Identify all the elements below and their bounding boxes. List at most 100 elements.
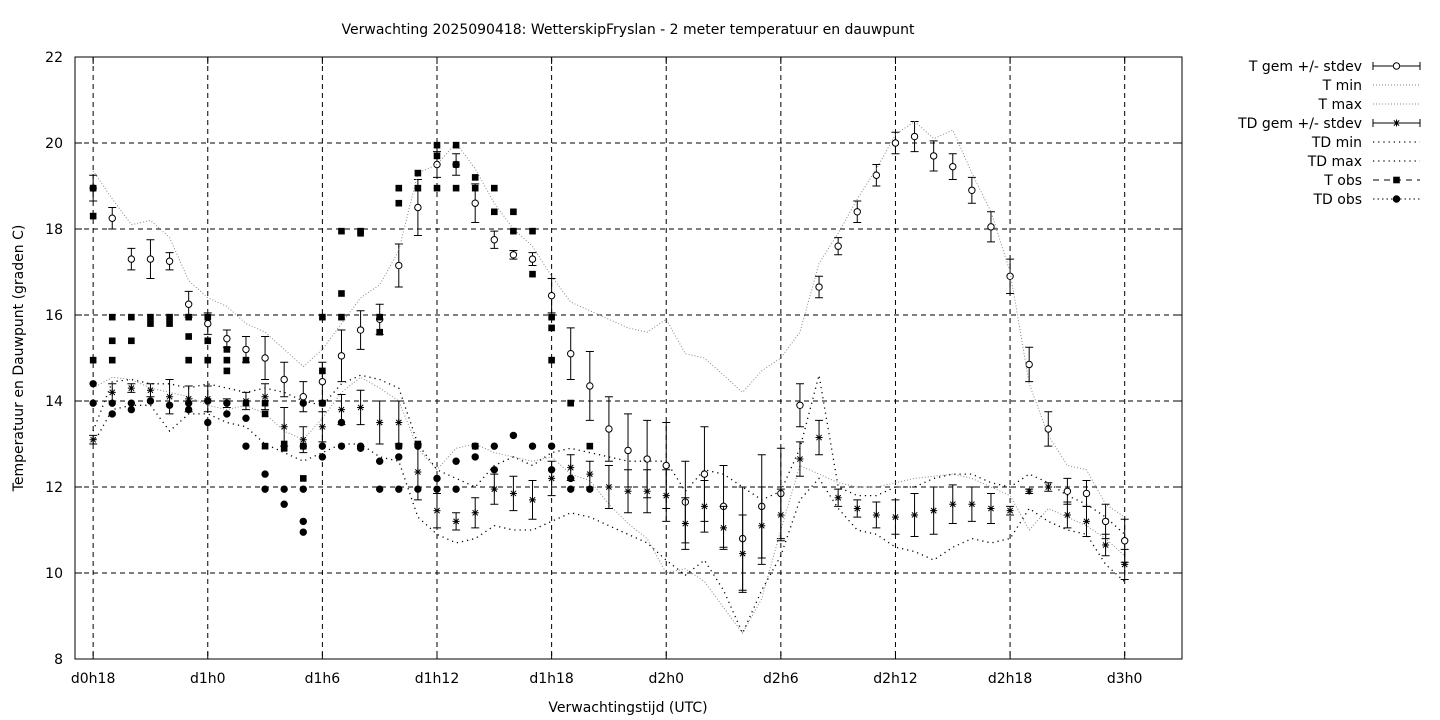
legend-item: T obs	[1323, 173, 1420, 189]
data-point	[299, 475, 307, 482]
legend-label: T min	[1322, 78, 1362, 94]
data-point	[949, 162, 957, 171]
data-point	[357, 403, 365, 411]
x-tick-label: d2h6	[763, 671, 799, 687]
data-point	[414, 203, 422, 212]
data-point	[1392, 62, 1401, 70]
legend-label: TD min	[1311, 135, 1362, 151]
data-point	[356, 442, 365, 450]
data-point	[280, 440, 288, 448]
y-tick-label: 18	[45, 222, 63, 238]
data-point	[1025, 360, 1033, 369]
data-point	[567, 485, 575, 493]
legend-label: T max	[1317, 97, 1362, 113]
data-point	[376, 328, 383, 336]
legend-label: TD gem +/- stdev	[1237, 116, 1362, 132]
data-point	[586, 470, 594, 478]
series-5	[92, 374, 1126, 535]
data-point	[433, 485, 441, 493]
data-point	[166, 320, 173, 327]
legend-item: T min	[1322, 78, 1420, 94]
data-point	[452, 517, 460, 525]
data-point	[299, 436, 307, 444]
data-point	[242, 356, 250, 364]
data-point	[280, 375, 288, 384]
data-point	[127, 405, 136, 414]
x-tick-label: d1h6	[305, 671, 341, 687]
data-point	[185, 395, 193, 403]
data-point	[1006, 507, 1014, 515]
data-point	[567, 474, 575, 483]
data-point	[452, 161, 460, 168]
data-point	[204, 337, 212, 345]
data-point	[108, 214, 116, 222]
data-point	[510, 208, 517, 216]
data-point	[204, 319, 212, 328]
x-tick-label: d2h18	[988, 671, 1032, 687]
data-point	[108, 410, 116, 418]
data-point	[242, 442, 250, 450]
legend-item: TD max	[1307, 154, 1420, 170]
x-tick-label: d2h0	[648, 671, 684, 687]
data-point	[1082, 517, 1090, 525]
data-point	[452, 184, 460, 192]
data-point	[509, 251, 518, 259]
series-6	[89, 141, 594, 482]
series-3	[89, 379, 1129, 593]
data-point	[968, 500, 976, 508]
data-point	[166, 393, 174, 401]
data-point	[490, 236, 499, 244]
data-point	[414, 169, 422, 177]
data-point	[548, 324, 555, 332]
data-point	[586, 382, 594, 390]
data-point	[204, 418, 212, 427]
data-point	[910, 132, 919, 141]
data-point	[318, 399, 327, 407]
data-point	[529, 270, 536, 278]
data-point	[280, 445, 288, 452]
chart-title: Verwachting 2025090418: WetterskipFrysla…	[342, 22, 915, 38]
data-point	[471, 184, 479, 192]
data-point	[1006, 272, 1014, 280]
data-point	[108, 388, 116, 396]
data-point	[624, 446, 632, 455]
x-tick-label: d1h0	[190, 671, 226, 687]
data-point	[891, 139, 900, 147]
data-point	[184, 405, 193, 414]
data-point	[261, 442, 269, 450]
data-point	[337, 352, 346, 360]
y-tick-label: 10	[45, 566, 63, 582]
data-point	[853, 208, 861, 216]
data-point	[547, 291, 556, 300]
data-point	[395, 485, 403, 493]
data-point	[338, 227, 345, 235]
data-point	[185, 356, 192, 364]
data-point	[968, 186, 976, 195]
data-point	[89, 436, 97, 444]
y-tick-label: 12	[45, 480, 63, 496]
data-point	[586, 485, 594, 493]
data-point	[433, 507, 441, 515]
data-point	[299, 517, 307, 526]
data-point	[586, 442, 594, 450]
data-point	[395, 199, 403, 207]
data-point	[1120, 537, 1129, 545]
data-point	[490, 442, 499, 450]
y-axis-label: Temperatuur en Dauwpunt (graden C)	[11, 225, 27, 493]
legend-item: TD min	[1311, 135, 1420, 151]
data-point	[395, 453, 403, 461]
data-point	[510, 227, 517, 235]
data-point	[471, 442, 479, 450]
data-point	[395, 419, 403, 426]
data-point	[318, 442, 327, 450]
data-point	[146, 255, 155, 263]
x-tick-label: d0h18	[71, 671, 115, 687]
data-point	[1393, 176, 1400, 184]
data-point	[624, 487, 632, 495]
data-point	[529, 227, 536, 235]
data-point	[433, 474, 441, 483]
data-point	[452, 141, 460, 149]
data-point	[528, 442, 537, 450]
data-point	[375, 485, 384, 493]
data-point	[1082, 489, 1091, 498]
